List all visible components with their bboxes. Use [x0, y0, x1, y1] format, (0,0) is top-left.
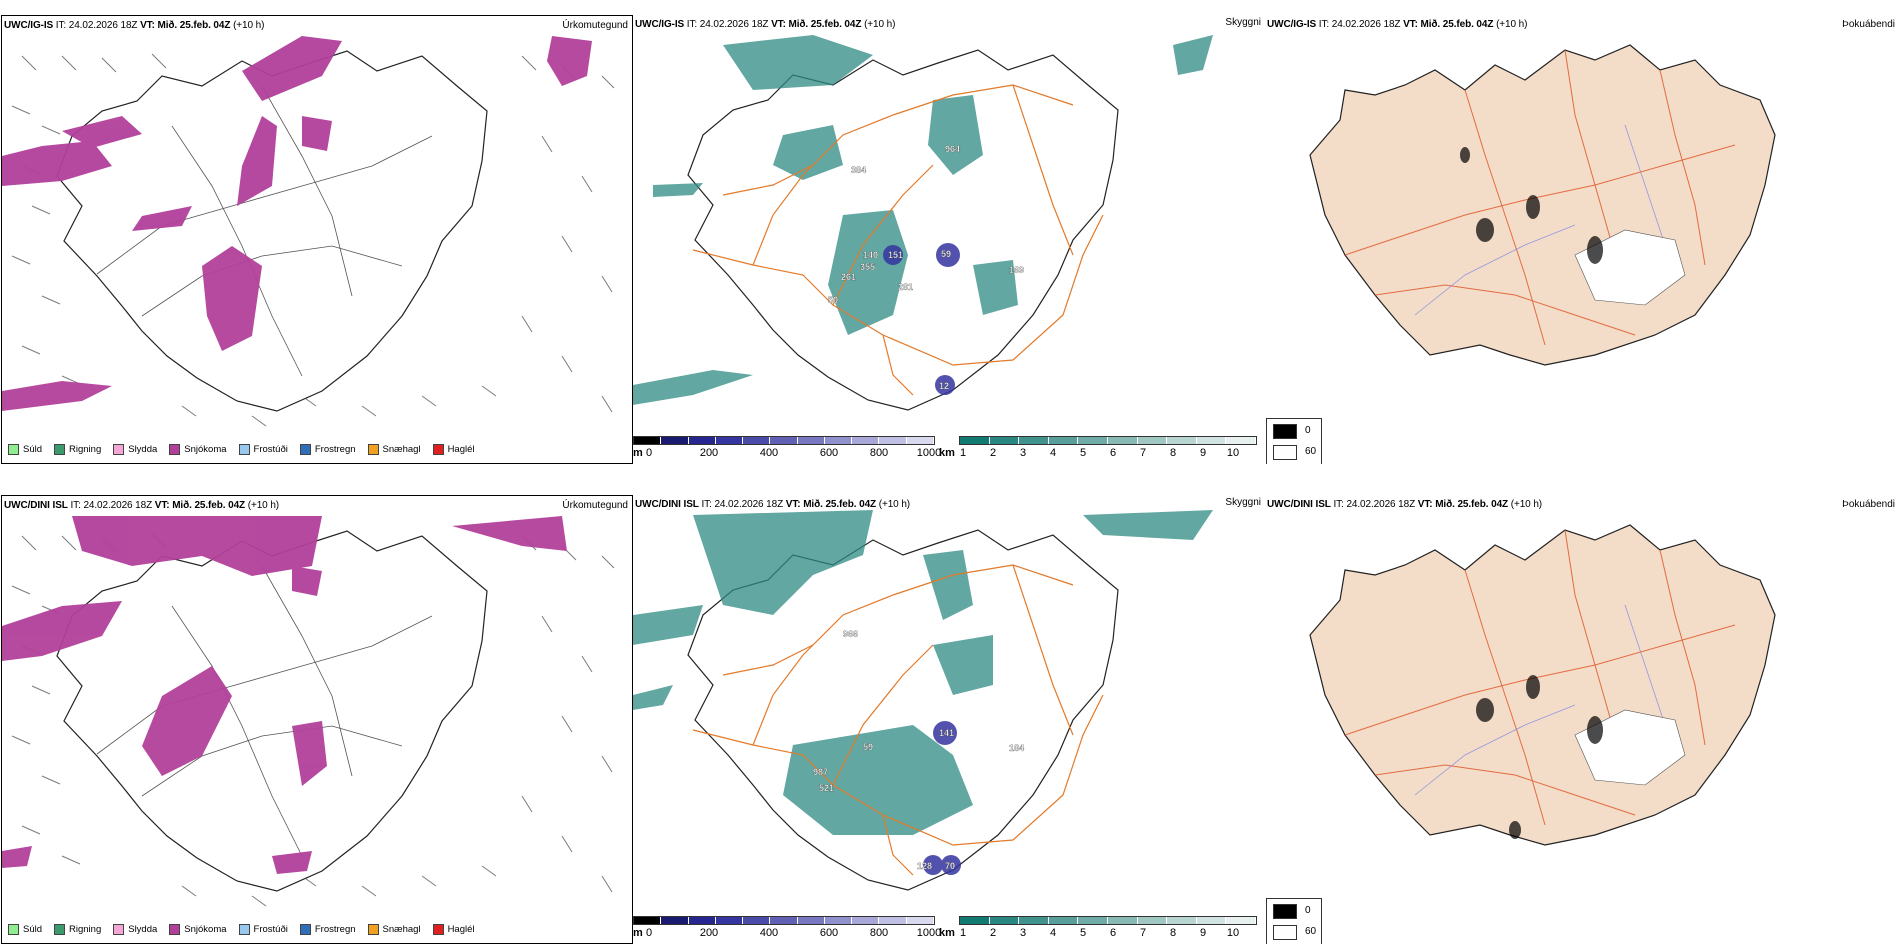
vis-label: 964 — [945, 144, 960, 154]
visibility-panel-row2: UWC/DINI ISL IT: 24.02.2026 18Z VT: Mið.… — [633, 495, 1265, 944]
legend-swatch — [8, 924, 19, 935]
vis-label: 59 — [863, 742, 873, 752]
visibility-panel-name-row2: Skyggni — [1225, 497, 1261, 508]
vis-label: 184 — [1009, 743, 1024, 753]
vis-label: 140 — [863, 250, 878, 260]
legend-swatch — [113, 444, 125, 455]
legend-swatch — [299, 444, 311, 455]
fog-title-row1: UWC/IG-IS IT: 24.02.2026 18Z VT: Mið. 25… — [1267, 19, 1528, 30]
vis-label: 987 — [813, 767, 828, 777]
legend-swatch — [169, 924, 181, 935]
vis-label: 50 — [828, 295, 838, 305]
precip-panel-name-row2: Úrkomutegund — [562, 500, 628, 511]
legend-swatch — [432, 444, 444, 455]
precip-map-row1 — [2, 36, 615, 427]
legend-swatch — [432, 924, 444, 935]
precip-title-row2: UWC/DINI ISL IT: 24.02.2026 18Z VT: Mið.… — [4, 500, 280, 511]
precip-title-row1: UWC/IG-IS IT: 24.02.2026 18Z VT: Mið. 25… — [4, 20, 265, 31]
legend-swatch — [8, 444, 19, 455]
legend-swatch — [367, 444, 379, 455]
height-colorbar-row1 — [633, 436, 935, 445]
height-colorbar-row2 — [633, 916, 935, 925]
vis-label: 169 — [1009, 265, 1024, 275]
fog-panel-name-row1: Þokuábendi — [1842, 19, 1895, 30]
visibility-panel-name-row1: Skyggni — [1225, 17, 1261, 28]
legend-swatch — [238, 444, 250, 455]
vis-label: 261 — [841, 272, 856, 282]
visibility-title-row2: UWC/DINI ISL IT: 24.02.2026 18Z VT: Mið.… — [635, 499, 911, 510]
vis-label: 70 — [945, 861, 955, 871]
legend-swatch — [367, 924, 379, 935]
vis-label: 12 — [939, 381, 949, 391]
fog-map-row1 — [1309, 44, 1776, 366]
precip-legend-row2: Súld Rigning Slydda Snjókoma Frostúði Fr… — [8, 924, 475, 935]
cloud-colorbar-row2 — [959, 916, 1257, 925]
precip-panel-name-row1: Úrkomutegund — [562, 20, 628, 31]
fog-key-row2: 0 60 — [1266, 898, 1322, 944]
fog-title-row2: UWC/DINI ISL IT: 24.02.2026 18Z VT: Mið.… — [1267, 499, 1543, 510]
vis-label: 128 — [917, 861, 932, 871]
legend-swatch — [54, 444, 66, 455]
precip-panel-row1: UWC/IG-IS IT: 24.02.2026 18Z VT: Mið. 25… — [1, 15, 633, 464]
visibility-map-row1: 964 384 140 151 59 355 261 169 50 281 12 — [633, 35, 1213, 411]
fog-map-row2 — [1309, 524, 1776, 846]
vis-label: 281 — [898, 282, 913, 292]
legend-swatch — [238, 924, 250, 935]
legend-swatch — [299, 924, 311, 935]
precip-map-row2 — [2, 516, 615, 907]
vis-label: 384 — [851, 165, 866, 175]
visibility-panel-row1: UWC/IG-IS IT: 24.02.2026 18Z VT: Mið. 25… — [633, 15, 1265, 464]
vis-label: 151 — [888, 250, 903, 260]
visibility-title-row1: UWC/IG-IS IT: 24.02.2026 18Z VT: Mið. 25… — [635, 19, 896, 30]
fog-panel-name-row2: Þokuábendi — [1842, 499, 1895, 510]
fog-panel-row1: UWC/IG-IS IT: 24.02.2026 18Z VT: Mið. 25… — [1265, 15, 1900, 464]
precip-legend-row1: Súld Rigning Slydda Snjókoma Frostúði Fr… — [8, 444, 475, 455]
legend-swatch — [169, 444, 181, 455]
legend-swatch — [113, 924, 125, 935]
vis-label: 521 — [819, 783, 834, 793]
vis-label: 59 — [941, 249, 951, 259]
vis-label: 355 — [860, 262, 875, 272]
legend-swatch — [54, 924, 66, 935]
cloud-colorbar-row1 — [959, 436, 1257, 445]
precip-panel-row2: UWC/DINI ISL IT: 24.02.2026 18Z VT: Mið.… — [1, 495, 633, 944]
vis-label: 141 — [939, 728, 954, 738]
fog-key-row1: 0 60 — [1266, 418, 1322, 464]
visibility-map-row2: 966 141 59 184 987 521 128 70 — [633, 510, 1213, 891]
fog-panel-row2: UWC/DINI ISL IT: 24.02.2026 18Z VT: Mið.… — [1265, 495, 1900, 944]
vis-label: 966 — [843, 629, 858, 639]
